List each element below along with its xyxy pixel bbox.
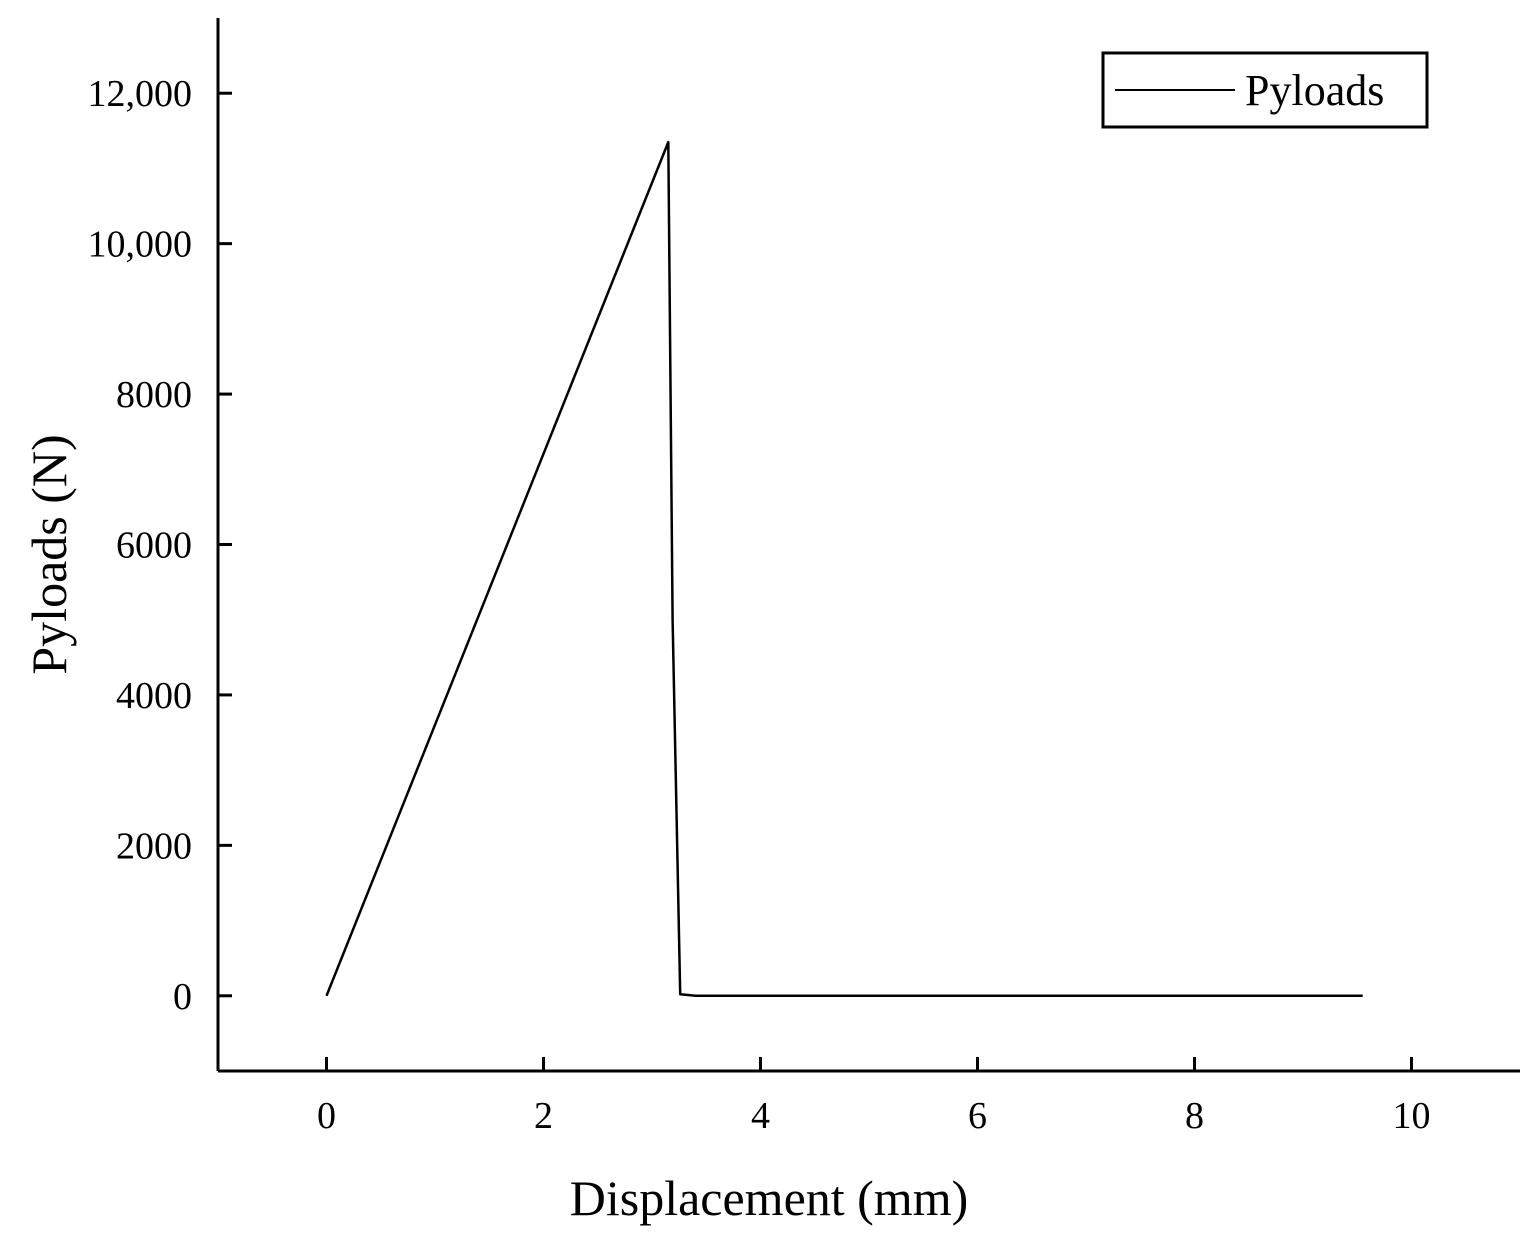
- x-tick-label: 6: [968, 1095, 987, 1137]
- ticks: 0 2 4 6 8 10 0 2000 4000 6000 8000 10,000 12,000: [88, 73, 1431, 1137]
- x-tick-label: 0: [317, 1095, 336, 1137]
- x-tick-label: 8: [1185, 1095, 1204, 1137]
- series-layer: [325, 140, 1363, 998]
- y-tick-label: 12,000: [88, 73, 193, 115]
- y-tick-label: 2000: [116, 825, 192, 867]
- x-tick-label: 10: [1393, 1095, 1431, 1137]
- x-axis-title: Displacement (mm): [570, 1170, 969, 1226]
- x-tick-label: 4: [751, 1095, 770, 1137]
- legend-entry-pyloads: Pyloads: [1245, 66, 1384, 115]
- y-tick-label: 4000: [116, 675, 192, 717]
- x-tick-label: 2: [534, 1095, 553, 1137]
- series-line-pyloads: [325, 140, 1363, 998]
- axes: [216, 18, 1520, 1073]
- y-tick-label: 10,000: [88, 224, 193, 266]
- y-tick-label: 0: [173, 976, 192, 1018]
- y-tick-label: 8000: [116, 374, 192, 416]
- y-tick-label: 6000: [116, 525, 192, 567]
- y-axis-title: Pyloads (N): [21, 434, 77, 674]
- legend: Pyloads: [1101, 51, 1429, 129]
